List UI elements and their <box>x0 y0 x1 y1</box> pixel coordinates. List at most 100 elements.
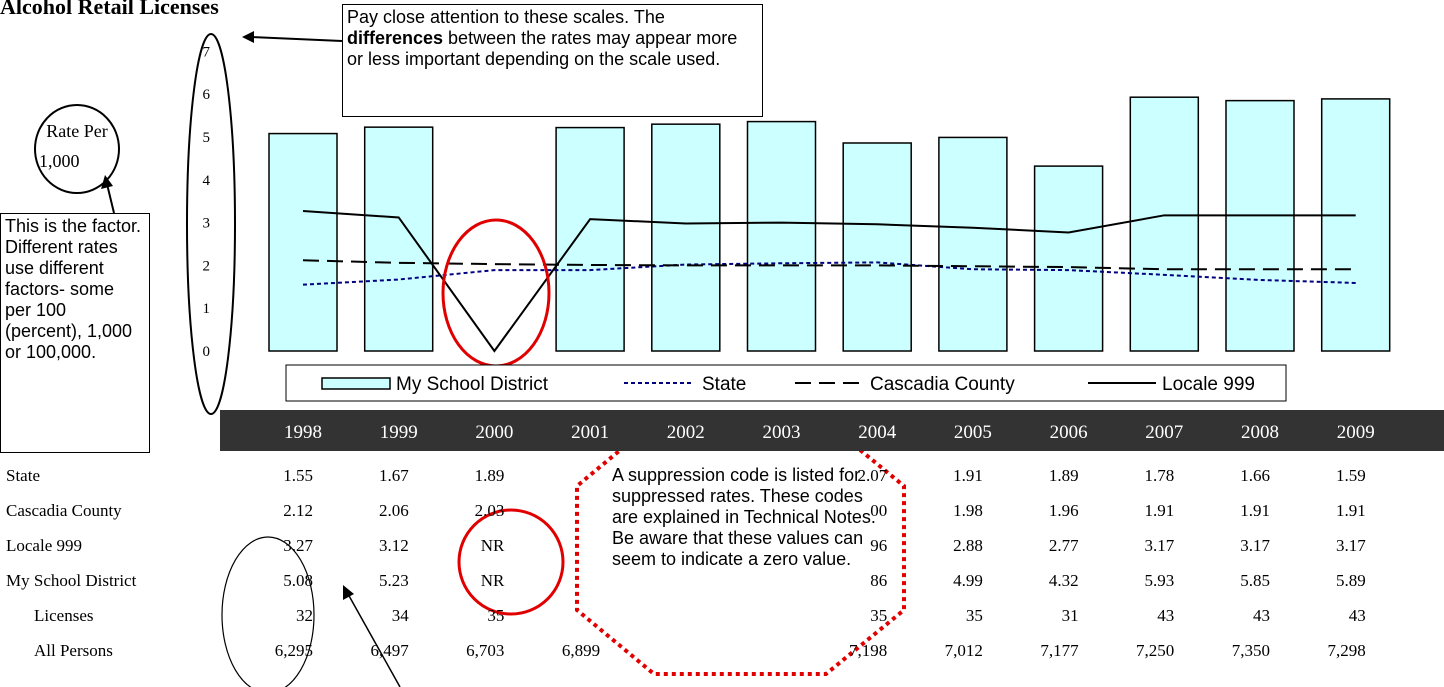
scales-arrow <box>249 36 343 42</box>
table-cell: 6,295 <box>274 641 313 660</box>
y-tick-label: 2 <box>203 258 211 274</box>
table-cell: 7,177 <box>1040 641 1079 660</box>
line-locale-999 <box>302 210 1356 353</box>
y-axis-ticks: 0 1 2 3 4 5 6 7 <box>203 44 211 360</box>
table-cell: 4.99 <box>953 571 983 590</box>
column-arrow <box>347 593 401 687</box>
scales-arrowhead <box>242 31 254 43</box>
table-row-label: State <box>6 466 40 485</box>
year-header-bar <box>220 410 1444 451</box>
table-cell: 35 <box>487 606 505 625</box>
year-header: 1999 <box>379 422 418 443</box>
year-header: 2007 <box>1145 422 1184 443</box>
table-row-label: Licenses <box>34 606 94 625</box>
table-cell: 1.78 <box>1144 466 1175 485</box>
line-cascadia-county <box>302 259 1356 271</box>
legend-label-locale: Locale 999 <box>1162 374 1255 395</box>
table-cell: 00 <box>870 501 888 520</box>
first-column-ellipse <box>221 536 315 687</box>
table-cell: 7,012 <box>944 641 983 660</box>
bar-2002 <box>651 123 721 352</box>
y-tick-label: 1 <box>203 301 211 317</box>
bar-2004 <box>842 142 912 352</box>
scales-note-before: Pay close attention to these scales. The <box>347 7 665 27</box>
scales-note-bold: differences <box>347 28 444 48</box>
year-header: 1998 <box>284 422 322 443</box>
table-cell: 1.98 <box>953 501 983 520</box>
bar-2009 <box>1320 98 1391 352</box>
y-axis-ellipse <box>186 33 236 415</box>
table-cell: 5.85 <box>1240 571 1270 590</box>
table-row-label: My School District <box>6 571 137 590</box>
table-cell: 6,497 <box>370 641 409 660</box>
table-cell: 35 <box>965 606 983 625</box>
year-header: 2004 <box>858 422 897 443</box>
column-arrowhead <box>343 585 354 600</box>
table-cell: 7,350 <box>1231 641 1270 660</box>
factor-note: This is the factor. Different rates use … <box>0 213 150 453</box>
table-cell: 6,899 <box>561 641 601 660</box>
bar-2006 <box>1033 165 1104 352</box>
year-header: 2006 <box>1049 422 1088 443</box>
year-header: 2000 <box>475 422 514 443</box>
table-cell: 1.89 <box>474 466 505 485</box>
table-cell: NR <box>480 571 505 590</box>
year-header: 2009 <box>1336 422 1375 443</box>
y-tick-label: 7 <box>203 44 211 60</box>
bar-series <box>268 96 1391 352</box>
table-cell: 1.67 <box>378 466 409 485</box>
table-cell: 2.12 <box>283 501 313 520</box>
table-cell: 5.93 <box>1144 571 1175 590</box>
table-row-label: Locale 999 <box>6 536 82 555</box>
bar-1999 <box>363 126 434 352</box>
factor-arrow <box>106 183 115 214</box>
table-cell: 3.27 <box>283 536 313 555</box>
table-cell: 5.89 <box>1335 571 1366 590</box>
table-cell: 2.77 <box>1048 536 1079 555</box>
table-cell: 5.23 <box>378 571 409 590</box>
bar-2007 <box>1129 96 1200 352</box>
legend-label-county: Cascadia County <box>870 374 1015 395</box>
table-cell: 1.89 <box>1048 466 1079 485</box>
year-header: 2003 <box>762 422 801 443</box>
rate-per-line2: 1,000 <box>39 151 80 171</box>
table-cell: 5.08 <box>283 571 313 590</box>
table-cell: 96 <box>870 536 888 555</box>
table-cell: 1.91 <box>1335 501 1366 520</box>
factor-arrowhead <box>101 175 113 189</box>
table-cell: 34 <box>391 606 409 625</box>
table-cell: 1.55 <box>283 466 313 485</box>
rate-per-label: Rate Per 1,000 <box>35 116 119 176</box>
chart-title: Alcohol Retail Licenses <box>0 0 219 19</box>
table-cell: 43 <box>1348 606 1366 625</box>
bar-2008 <box>1225 99 1295 352</box>
year-header: 2005 <box>953 422 992 443</box>
rate-per-line1: Rate Per <box>46 121 108 141</box>
table-row-label: Cascadia County <box>6 501 122 520</box>
table-row-label: All Persons <box>34 641 113 660</box>
y-tick-label: 0 <box>203 344 211 360</box>
table-cell: 1.91 <box>1240 501 1270 520</box>
table-cell: 2.03 <box>474 501 505 520</box>
table-cell: 7,198 <box>848 641 888 660</box>
table-cell: 4.32 <box>1048 571 1079 590</box>
table-cell: 1.96 <box>1048 501 1079 520</box>
y-tick-label: 3 <box>203 216 211 232</box>
bar-2005 <box>938 136 1008 352</box>
table-cell: 1.91 <box>953 466 983 485</box>
table-cell: 2.06 <box>378 501 409 520</box>
bar-2003 <box>746 120 817 352</box>
suppressed-cell-circle <box>457 508 565 616</box>
line-series <box>302 210 1356 353</box>
table-cell: 3.17 <box>1335 536 1366 555</box>
table-cell: 1.66 <box>1240 466 1270 485</box>
y-tick-label: 5 <box>203 130 211 146</box>
scales-note: Pay close attention to these scales. The… <box>342 4 763 117</box>
year-header: 2001 <box>571 422 610 443</box>
table-cell: 7,250 <box>1136 641 1175 660</box>
bar-2001 <box>555 126 625 352</box>
legend-label-district: My School District <box>396 374 549 395</box>
legend-swatch-district <box>321 377 391 390</box>
y-tick-label: 6 <box>203 87 211 103</box>
